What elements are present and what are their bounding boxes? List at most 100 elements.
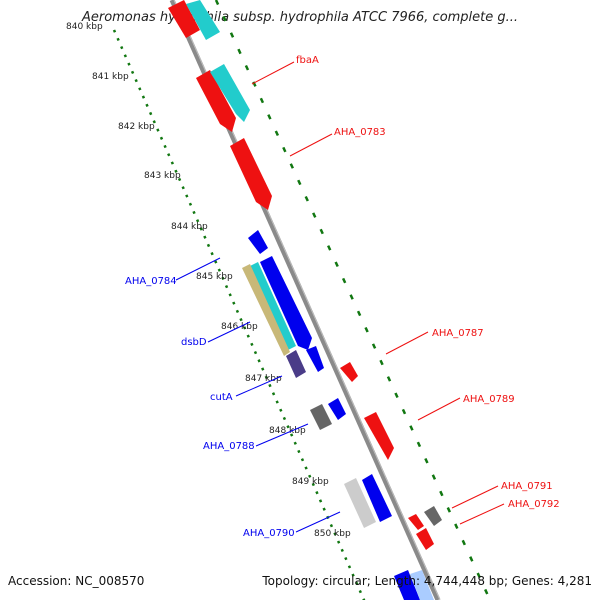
guide-dot (229, 32, 235, 38)
feature-blue-4[interactable] (362, 474, 392, 522)
guide-dot (268, 383, 272, 388)
tick-845: 845 kbp (196, 272, 233, 282)
accession-text: Accession: NC_008570 (8, 574, 145, 588)
feature-cyan-2[interactable] (210, 64, 250, 122)
guide-dot (334, 261, 339, 268)
feature-dsbD-cyan[interactable] (250, 262, 296, 350)
feature-blue-3[interactable] (306, 346, 324, 372)
feature-AHA_0791[interactable] (408, 514, 424, 530)
label-AHA_0788[interactable]: AHA_0788 (203, 441, 255, 452)
guide-dot (484, 588, 489, 595)
tick-841: 841 kbp (92, 72, 129, 82)
guide-dot (261, 367, 265, 371)
guide-dot (177, 177, 182, 182)
label-AHA_0789[interactable]: AHA_0789 (463, 394, 515, 405)
tick-840: 840 kbp (66, 22, 103, 32)
guide-dot (123, 54, 127, 58)
guide-dot (347, 565, 352, 569)
label-AHA_0790[interactable]: AHA_0790 (243, 528, 295, 539)
feature-AHA_0789[interactable] (364, 412, 394, 460)
feature-fbaA-upper[interactable] (168, 0, 200, 38)
feature-AHA_0787[interactable] (340, 362, 358, 382)
features (168, 0, 442, 600)
guide-dot (222, 15, 227, 22)
guide-dot (327, 245, 332, 251)
label-dsbD[interactable]: dsbD (181, 337, 207, 348)
guide-dot (289, 433, 294, 437)
label-AHA_0783[interactable]: AHA_0783 (334, 127, 386, 138)
guide-dot (120, 45, 124, 50)
guide-dot (394, 392, 399, 399)
feature-dsbD-tan[interactable] (242, 264, 290, 356)
guide-dot (356, 310, 362, 317)
guide-dot (424, 457, 429, 464)
feature-AHA_0790[interactable] (344, 478, 376, 528)
guide-dot (167, 153, 171, 157)
feature-AHA_0788-blue[interactable] (328, 398, 346, 420)
label-AHA_0791[interactable]: AHA_0791 (501, 481, 553, 492)
guide-dot (304, 195, 309, 202)
guide-dot (300, 458, 305, 462)
guide-dot (232, 301, 236, 305)
guide-dot (286, 425, 290, 429)
tick-843: 843 kbp (144, 171, 181, 181)
feature-bottom-blue[interactable] (394, 570, 420, 600)
guide-dot (235, 309, 240, 314)
guide-dot (259, 97, 265, 104)
guide-dot (195, 219, 200, 223)
guide-dot (163, 144, 167, 149)
guide-dot (152, 120, 156, 124)
tick-850: 850 kbp (314, 529, 351, 539)
guide-dot (319, 228, 324, 235)
gene-labels: fbaA AHA_0783 AHA_0784 dsbD cutA AHA_078… (125, 55, 560, 539)
guide-dot (344, 556, 348, 561)
guide-dot (446, 507, 452, 513)
feature-AHA_0788-gray[interactable] (310, 404, 332, 430)
feature-small-blue[interactable] (248, 230, 268, 254)
guide-dot (217, 268, 221, 272)
guide-dot (206, 243, 211, 248)
guide-dot (188, 202, 193, 206)
guide-dot (203, 235, 207, 239)
feature-AHA_0784[interactable] (260, 256, 312, 350)
guide-dot (228, 293, 232, 297)
guide-dot (315, 491, 319, 495)
guide-dot (275, 400, 279, 404)
label-cutA[interactable]: cutA (210, 392, 233, 403)
guide-dot (244, 64, 250, 71)
label-AHA_0787[interactable]: AHA_0787 (432, 328, 484, 339)
guide-dot (358, 589, 362, 594)
guide-dot (355, 581, 359, 586)
feature-AHA_0791-gray[interactable] (424, 506, 442, 526)
guide-dot (264, 375, 268, 379)
guide-dot (297, 449, 301, 454)
feature-cutA[interactable] (286, 350, 306, 378)
tick-849: 849 kbp (292, 477, 329, 487)
guide-dot (282, 146, 287, 153)
feature-cyan-upper[interactable] (186, 0, 220, 40)
guide-dot (170, 161, 174, 165)
guide-dot (386, 376, 392, 382)
guide-dot (297, 179, 302, 186)
guide-dot (336, 540, 341, 544)
feature-fbaA[interactable] (196, 70, 236, 132)
guide-dot (333, 532, 337, 536)
guide-dot (253, 350, 258, 355)
guide-dot (239, 317, 243, 322)
feature-AHA_0792[interactable] (416, 528, 434, 550)
label-AHA_0784[interactable]: AHA_0784 (125, 276, 177, 287)
feature-AHA_0783[interactable] (230, 138, 272, 210)
guide-dot (145, 103, 149, 107)
feature-bottom-lightblue[interactable] (410, 570, 434, 600)
guide-dot (371, 343, 377, 349)
guide-dot (401, 408, 407, 415)
label-AHA_0792[interactable]: AHA_0792 (508, 499, 560, 510)
guide-dot (469, 556, 474, 562)
guide-dot (246, 334, 250, 338)
guide-dot (318, 499, 323, 503)
label-fbaA[interactable]: fbaA (296, 55, 319, 66)
guide-dot (271, 392, 276, 396)
guide-dot (312, 212, 317, 218)
guide-dot (279, 408, 283, 412)
